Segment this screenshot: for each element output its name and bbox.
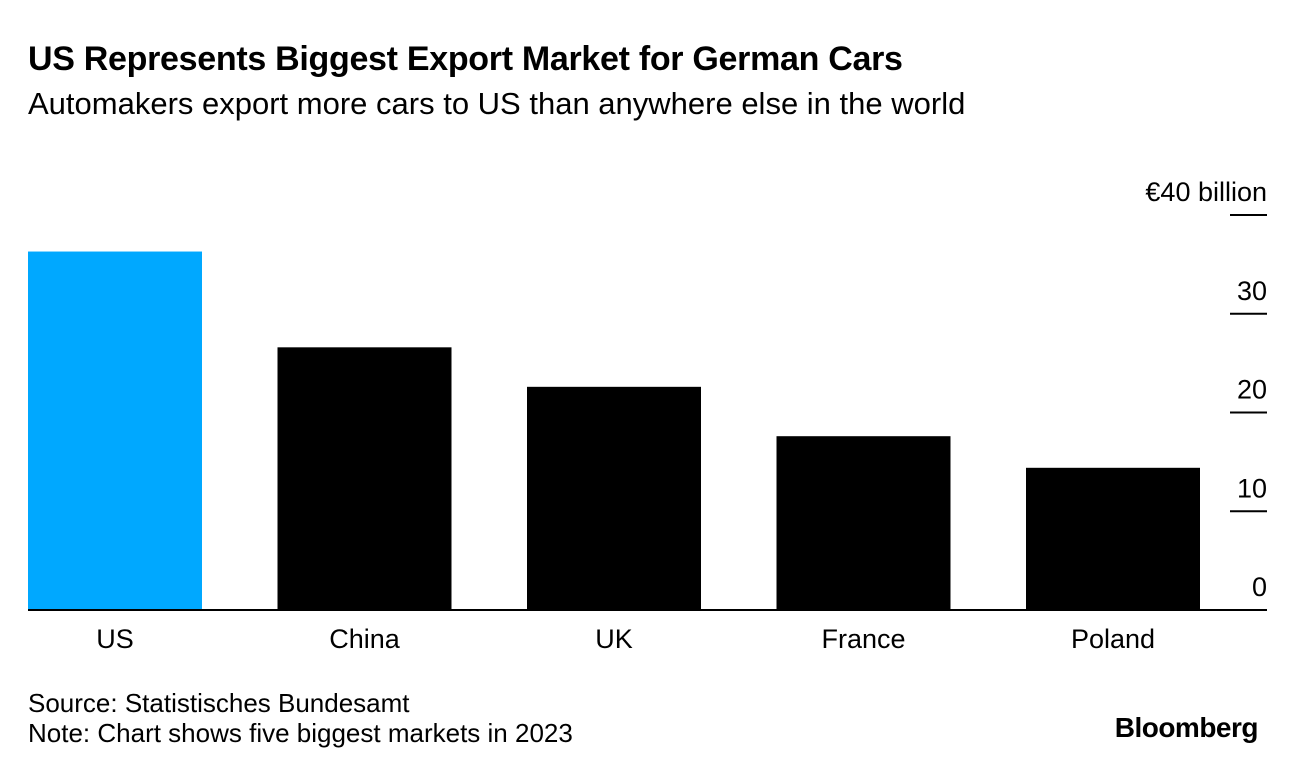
bar-france <box>776 436 951 610</box>
chart-title: US Represents Biggest Export Market for … <box>28 40 903 78</box>
bar-uk <box>527 386 701 610</box>
y-tick-label-30: 30 <box>1237 276 1267 306</box>
x-tick-label-uk: UK <box>595 624 633 654</box>
source-note: Source: Statistisches Bundesamt <box>28 688 410 718</box>
x-tick-label-france: France <box>821 624 905 654</box>
bar-poland <box>1026 467 1200 610</box>
x-tick-label-poland: Poland <box>1071 624 1155 654</box>
bar-us <box>28 251 202 610</box>
x-tick-label-china: China <box>329 624 401 654</box>
chart-subtitle: Automakers export more cars to US than a… <box>28 86 966 121</box>
bloomberg-logo: Bloomberg <box>1114 712 1259 743</box>
bar-china <box>277 347 452 610</box>
chart-note: Note: Chart shows five biggest markets i… <box>28 718 573 748</box>
y-tick-label-20: 20 <box>1237 375 1267 405</box>
y-tick-label-10: 10 <box>1237 473 1267 503</box>
x-tick-label-us: US <box>96 624 134 654</box>
y-tick-label-0: 0 <box>1252 572 1267 602</box>
y-tick-label-40: €40 billion <box>1145 177 1267 207</box>
